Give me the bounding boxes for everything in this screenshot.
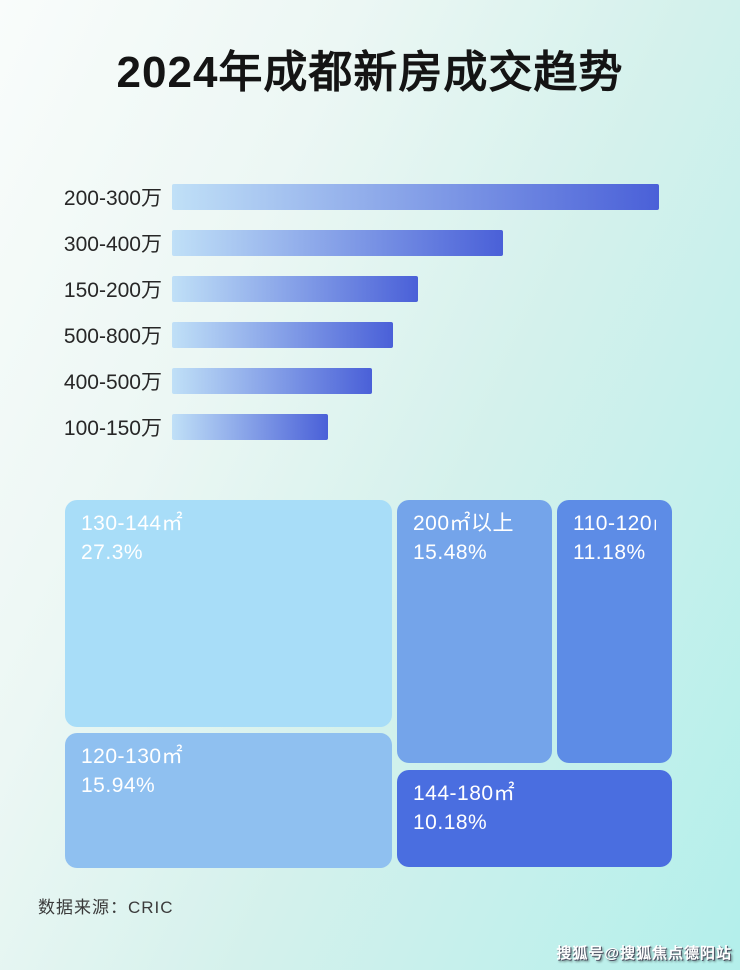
bar — [172, 230, 503, 256]
bar-label: 200-300万 — [63, 187, 162, 210]
bar-row: 100-150万 — [0, 414, 740, 440]
bar-row: 500-800万 — [0, 322, 740, 348]
tile-label: 200㎡以上 — [413, 512, 515, 535]
bar-row: 150-200万 — [0, 276, 740, 302]
bar-row: 300-400万 — [0, 230, 740, 256]
tile-label: 130-144㎡ — [81, 512, 184, 535]
bar — [172, 276, 418, 302]
bar-label: 300-400万 — [63, 233, 162, 256]
bar — [172, 414, 328, 440]
treemap-tile: 120-130㎡ 15.94% — [65, 733, 392, 868]
bar-label: 150-200万 — [63, 279, 162, 302]
tile-label: 144-180㎡ — [413, 782, 516, 805]
bar-label: 500-800万 — [63, 325, 162, 348]
tile-value: 11.18% — [573, 541, 646, 565]
treemap-tile: 200㎡以上 15.48% — [397, 500, 552, 763]
bar — [172, 184, 659, 210]
price-range-bar-chart: 200-300万 300-400万 150-200万 500-800万 400-… — [0, 184, 740, 460]
treemap-tile: 144-180㎡ 10.18% — [397, 770, 672, 867]
bar-row: 400-500万 — [0, 368, 740, 394]
bar-label: 100-150万 — [63, 417, 162, 440]
bar — [172, 368, 372, 394]
tile-value: 15.94% — [81, 774, 156, 798]
tile-label: 120-130㎡ — [81, 745, 184, 768]
watermark: 搜狐号@搜狐焦点德阳站 — [556, 945, 732, 962]
bar — [172, 322, 393, 348]
tile-value: 27.3% — [81, 541, 144, 565]
treemap-tile: 110-120㎡ 11.18% — [557, 500, 672, 763]
treemap-tile: 130-144㎡ 27.3% — [65, 500, 392, 727]
bar-row: 200-300万 — [0, 184, 740, 210]
tile-value: 15.48% — [413, 541, 488, 565]
data-source: 数据来源：CRIC — [38, 898, 174, 917]
bar-label: 400-500万 — [63, 371, 162, 394]
page-title: 2024年成都新房成交趋势 — [116, 48, 624, 97]
tile-value: 10.18% — [413, 811, 488, 835]
tile-label: 110-120㎡ — [573, 512, 656, 535]
